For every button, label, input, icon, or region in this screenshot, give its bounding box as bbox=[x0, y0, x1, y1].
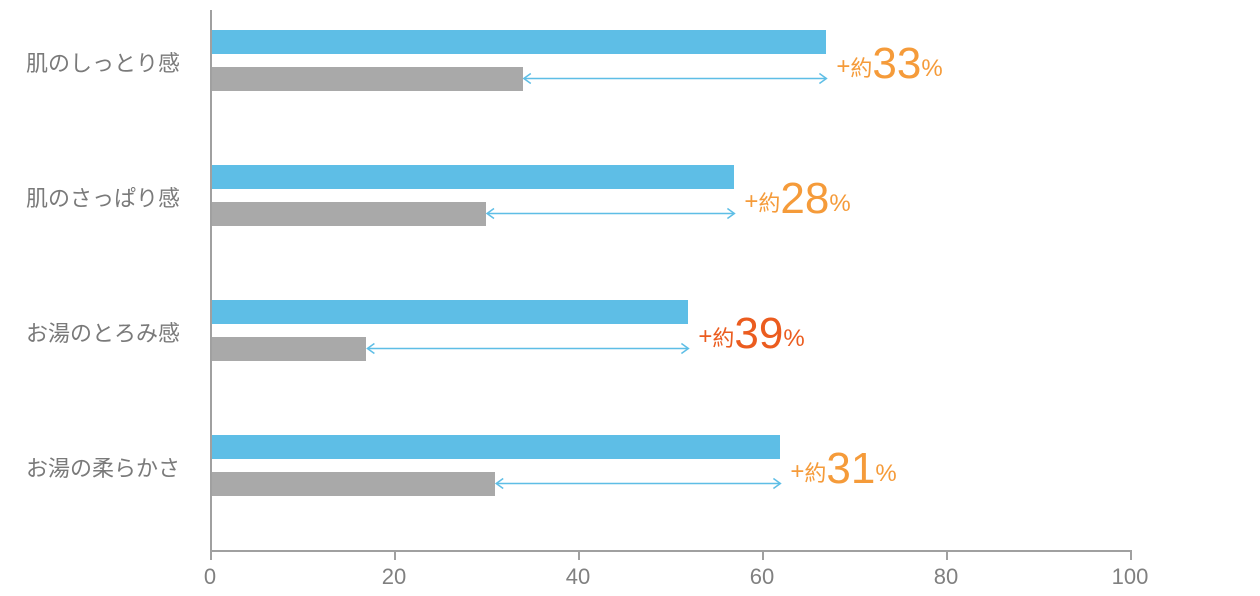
delta-plus: + bbox=[698, 325, 712, 349]
y-axis-line bbox=[210, 10, 212, 550]
delta-plus: + bbox=[744, 190, 758, 214]
x-tick-mark bbox=[394, 550, 396, 560]
x-tick-label: 0 bbox=[204, 564, 216, 590]
delta-number: 28 bbox=[780, 174, 829, 223]
difference-arrow bbox=[0, 0, 1260, 596]
x-tick-label: 80 bbox=[934, 564, 958, 590]
y-axis-label: 肌のしっとり感 bbox=[26, 46, 180, 78]
x-tick-label: 40 bbox=[566, 564, 590, 590]
x-tick-label: 20 bbox=[382, 564, 406, 590]
y-axis-label: お湯の柔らかさ bbox=[26, 451, 180, 483]
y-axis-label: お湯のとろみ感 bbox=[26, 316, 180, 348]
difference-label: +約39% bbox=[698, 312, 804, 356]
difference-arrow bbox=[0, 0, 1260, 596]
x-tick-mark bbox=[1130, 550, 1132, 560]
x-tick-mark bbox=[578, 550, 580, 560]
difference-label: +約31% bbox=[790, 447, 896, 491]
x-tick-mark bbox=[762, 550, 764, 560]
y-axis-label: 肌のさっぱり感 bbox=[26, 181, 180, 213]
delta-percent: % bbox=[829, 192, 850, 216]
delta-plus: + bbox=[790, 460, 804, 484]
comparison-bar-chart: 020406080100肌のしっとり感+約33%肌のさっぱり感+約28%お湯のと… bbox=[0, 0, 1260, 596]
x-tick-label: 60 bbox=[750, 564, 774, 590]
delta-number: 31 bbox=[826, 444, 875, 493]
bar-series1 bbox=[212, 30, 826, 54]
bar-series2 bbox=[212, 67, 523, 91]
delta-number: 39 bbox=[734, 309, 783, 358]
delta-approx: 約 bbox=[758, 193, 780, 215]
delta-number: 33 bbox=[872, 39, 921, 88]
delta-plus: + bbox=[836, 55, 850, 79]
difference-label: +約33% bbox=[836, 42, 942, 86]
bar-series1 bbox=[212, 165, 734, 189]
delta-percent: % bbox=[921, 57, 942, 81]
difference-label: +約28% bbox=[744, 177, 850, 221]
difference-arrow bbox=[0, 0, 1260, 596]
bar-series1 bbox=[212, 300, 688, 324]
bar-series2 bbox=[212, 337, 366, 361]
x-tick-label: 100 bbox=[1112, 564, 1149, 590]
bar-series2 bbox=[212, 472, 495, 496]
bar-series1 bbox=[212, 435, 780, 459]
x-tick-mark bbox=[210, 550, 212, 560]
delta-approx: 約 bbox=[804, 463, 826, 485]
delta-percent: % bbox=[875, 462, 896, 486]
delta-approx: 約 bbox=[712, 328, 734, 350]
delta-percent: % bbox=[783, 327, 804, 351]
difference-arrow bbox=[0, 0, 1260, 596]
x-axis-line bbox=[210, 550, 1130, 552]
bar-series2 bbox=[212, 202, 486, 226]
x-tick-mark bbox=[946, 550, 948, 560]
delta-approx: 約 bbox=[850, 58, 872, 80]
